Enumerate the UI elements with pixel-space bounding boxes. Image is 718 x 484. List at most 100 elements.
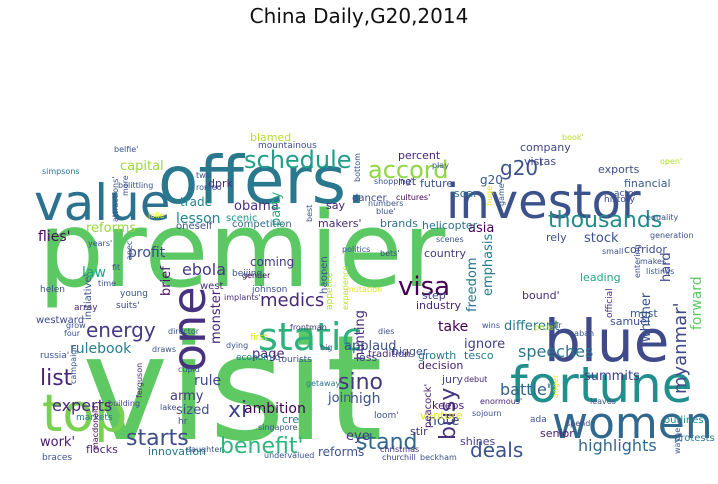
cloud-word: tradition	[368, 349, 411, 360]
cloud-word: innovation	[148, 445, 207, 458]
cloud-word: rely	[546, 231, 567, 244]
cloud-word: grow	[66, 321, 86, 330]
cloud-word: ferguson	[135, 362, 144, 398]
cloud-word: belfie'	[114, 145, 139, 154]
cloud-word: coming	[250, 255, 295, 269]
cloud-word: brands	[380, 217, 418, 230]
cloud-word: thousands	[548, 208, 663, 233]
cloud-word: dprk	[208, 177, 233, 190]
cloud-word: enormous'	[480, 397, 523, 406]
cloud-word: small	[602, 247, 624, 256]
cloud-word: emphasis	[481, 233, 496, 296]
cloud-word: open'	[660, 157, 683, 166]
cloud-word: westward	[36, 315, 85, 326]
cloud-word: future	[420, 177, 454, 190]
cloud-word: singapore	[258, 423, 298, 432]
cloud-word: oneself	[176, 221, 213, 232]
cloud-word: applaud	[344, 339, 397, 354]
cloud-word: daughter	[186, 445, 223, 454]
cloud-word: christmas	[380, 445, 420, 454]
cloud-word: highlights	[578, 436, 657, 455]
cloud-word: equality	[646, 213, 679, 222]
cloud-word: deals	[470, 438, 524, 462]
cloud-word: listings	[646, 267, 675, 276]
cloud-word: anger	[551, 374, 560, 398]
cloud-word: romeo	[196, 183, 222, 192]
cloud-word: ambition	[244, 401, 306, 417]
cloud-word: reforms	[86, 221, 137, 236]
cloud-word: samuel	[610, 315, 650, 328]
cloud-word: static	[258, 315, 363, 359]
cloud-word: first	[250, 333, 268, 343]
cloud-word: simpsons	[42, 167, 80, 176]
cloud-word: net	[398, 175, 417, 188]
cloud-word: leaves	[590, 397, 616, 406]
cloud-word: undervalued	[264, 451, 315, 460]
cloud-word: array	[74, 303, 98, 313]
cloud-word: xi	[228, 398, 248, 423]
cloud-word: reforms	[318, 445, 365, 459]
cloud-word: capital	[120, 159, 164, 174]
cloud-word: sabah	[570, 329, 595, 338]
cloud-word: flies'	[38, 229, 71, 245]
cloud-word: time	[98, 279, 117, 288]
cloud-word: blue'	[376, 207, 396, 216]
cloud-word: politics	[342, 245, 371, 254]
cloud-word: decision	[418, 359, 464, 372]
cloud-word: investor	[446, 174, 641, 230]
cloud-word: four	[64, 329, 81, 338]
cloud-word: belittling	[118, 181, 154, 190]
cloud-word: summits	[584, 369, 640, 384]
cloud-word: braces	[42, 453, 73, 463]
cloud-word: director	[168, 327, 200, 336]
cloud-word: visit	[82, 304, 383, 474]
cloud-word: dies	[378, 327, 395, 336]
cloud-word: scenes	[436, 235, 464, 244]
cloud-word: outlines	[664, 415, 704, 426]
cloud-word: profit	[128, 245, 166, 261]
cloud-word: official	[605, 288, 615, 318]
cloud-word: fortune	[510, 356, 693, 414]
cloud-word: beckham	[420, 453, 457, 462]
cloud-word: mountainous	[258, 141, 317, 151]
cloud-word: huge	[485, 185, 494, 206]
cloud-word: blamed	[250, 131, 292, 144]
cloud-word: sojourn	[472, 409, 502, 418]
cloud-word: wins	[482, 321, 501, 330]
cloud-word: west	[200, 281, 224, 292]
cloud-word: monster	[209, 289, 224, 344]
cloud-word: entering	[633, 244, 642, 278]
cloud-word: note	[428, 413, 460, 429]
cloud-word: high	[350, 391, 381, 407]
cloud-word: soar	[454, 187, 478, 200]
cloud-word: russia'	[40, 351, 70, 361]
cloud-word: spend	[566, 419, 591, 428]
cloud-word: work'	[40, 435, 76, 450]
cloud-word: step	[422, 289, 446, 302]
cloud-word: numbers	[368, 199, 404, 208]
cloud-word: initiative'	[83, 273, 94, 320]
cloud-word: venture	[420, 409, 463, 422]
cloud-word: book'	[562, 133, 584, 142]
cloud-word: accord	[368, 156, 449, 184]
cloud-word: johnson	[252, 285, 288, 295]
cloud-word: helicopter	[422, 219, 478, 232]
cloud-word: cupid	[178, 365, 200, 374]
cloud-word: scenic	[226, 213, 258, 224]
cloud-word: tourists	[278, 355, 312, 365]
cloud-word: jury	[442, 373, 464, 386]
cloud-word: battle'	[500, 380, 552, 399]
cloud-word: campaign	[69, 344, 78, 384]
cloud-word: apec	[125, 240, 134, 260]
cloud-word: myanmar'	[670, 302, 691, 394]
cloud-word: stock	[584, 231, 619, 246]
cloud-word: two	[196, 171, 211, 180]
cloud-word: bottom	[353, 153, 362, 182]
cloud-word: brief	[159, 266, 174, 296]
cloud-word: dancer	[352, 193, 387, 204]
cloud-word: ebola	[182, 260, 227, 279]
cloud-word: jolie	[148, 211, 165, 220]
cloud-word: churchill	[382, 453, 416, 462]
cloud-word: play	[432, 161, 449, 170]
cloud-word: hr	[178, 417, 188, 427]
